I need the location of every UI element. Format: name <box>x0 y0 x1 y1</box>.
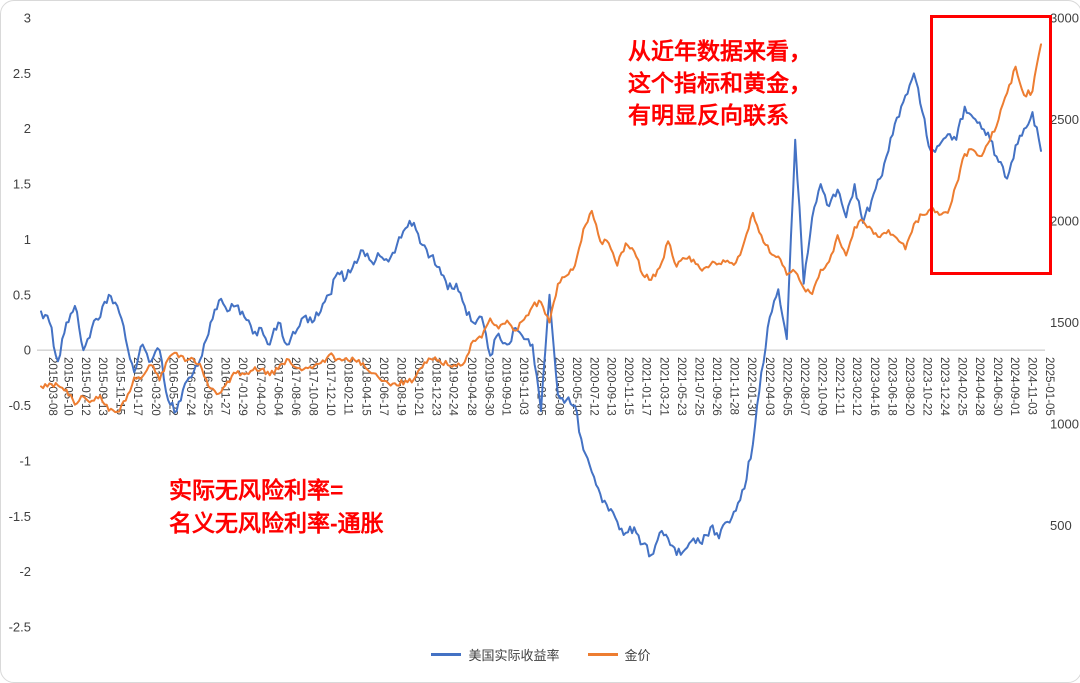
annotation-line: 名义无风险利率-通胀 <box>169 510 384 536</box>
y-tick-label-left: -0.5 <box>9 398 31 413</box>
x-tick-label: 2017-10-08 <box>307 357 319 416</box>
y-tick-label-right: 3000 <box>1050 11 1079 26</box>
x-tick-label: 2023-04-16 <box>868 357 880 416</box>
y-tick-label-left: 1 <box>24 232 31 247</box>
x-tick-label: 2018-06-17 <box>377 357 389 416</box>
x-tick-label: 2020-07-12 <box>587 357 599 416</box>
annotation-line: 从近年数据来看， <box>628 38 812 64</box>
legend-swatch-orange-line <box>587 653 618 656</box>
y-tick-label-left: 2.5 <box>13 66 31 81</box>
y-tick-label-left: -1.5 <box>9 509 31 524</box>
y-tick-label-right: 2500 <box>1050 112 1079 127</box>
x-tick-label: 2017-08-06 <box>289 357 301 416</box>
x-tick-label: 2016-07-24 <box>184 357 196 416</box>
y-tick-label-left: 0.5 <box>13 287 31 302</box>
x-tick-label: 2023-12-24 <box>938 357 950 416</box>
y-tick-label-right: 500 <box>1050 518 1072 533</box>
y-tick-label-right: 2000 <box>1050 214 1079 229</box>
x-tick-label: 2021-07-25 <box>693 357 705 416</box>
legend-label: 美国实际收益率 <box>468 648 560 663</box>
x-tick-label: 2025-01-05 <box>1043 357 1055 416</box>
y-tick-label-left: -2.5 <box>9 620 31 635</box>
x-tick-label: 2022-06-05 <box>780 357 792 416</box>
x-tick-label: 2021-01-17 <box>640 357 652 416</box>
x-tick-label: 2019-11-03 <box>517 357 529 415</box>
y-tick-label-left: 1.5 <box>13 177 31 192</box>
x-tick-label: 2023-10-22 <box>921 357 933 416</box>
y-tick-label-left: -1 <box>19 453 31 468</box>
annotation-line: 实际无风险利率= <box>169 477 344 503</box>
x-tick-label: 2022-10-09 <box>815 357 827 416</box>
x-tick-label: 2022-01-30 <box>745 357 757 416</box>
x-tick-label: 2023-06-18 <box>886 357 898 416</box>
highlight-box <box>930 15 1052 275</box>
x-tick-label: 2024-04-28 <box>973 357 985 416</box>
x-tick-label: 2020-05-10 <box>570 357 582 416</box>
x-tick-label: 2023-02-12 <box>850 357 862 416</box>
x-tick-label: 2024-02-25 <box>955 357 967 416</box>
x-tick-label: 2021-05-23 <box>675 357 687 416</box>
y-tick-label-right: 1500 <box>1050 315 1079 330</box>
x-tick-label: 2017-01-29 <box>236 357 248 416</box>
x-tick-label: 2020-11-15 <box>622 357 634 415</box>
annotation-real-rate-formula: 实际无风险利率= 名义无风险利率-通胀 <box>169 474 384 540</box>
x-tick-label: 2024-11-03 <box>1026 357 1038 415</box>
y-tick-label-left: 3 <box>24 11 31 26</box>
x-tick-label: 2016-09-25 <box>201 357 213 416</box>
x-tick-label: 2018-02-11 <box>341 357 353 415</box>
x-tick-label: 2019-04-28 <box>465 357 477 416</box>
x-tick-label: 2015-09-13 <box>96 357 108 416</box>
y-tick-label-left: 0 <box>24 343 31 358</box>
x-tick-label: 2019-09-01 <box>500 357 512 416</box>
annotation-line: 这个指标和黄金， <box>628 70 812 96</box>
x-tick-label: 2018-10-21 <box>412 357 424 416</box>
x-tick-label: 2021-11-28 <box>727 357 739 415</box>
legend-swatch-blue-line <box>431 653 462 656</box>
series-line-us-real-yield <box>40 72 1042 558</box>
x-tick-label: 2015-11-15 <box>114 357 126 415</box>
x-tick-label: 2020-03-08 <box>552 357 564 416</box>
legend-label: 金价 <box>624 648 651 663</box>
x-tick-label: 2015-07-12 <box>79 357 91 416</box>
y-tick-label-left: 2 <box>24 121 31 136</box>
x-tick-label: 2020-09-13 <box>605 357 617 416</box>
x-tick-label: 2022-08-07 <box>798 357 810 416</box>
legend-item-gold: 金价 <box>587 645 651 664</box>
x-tick-label: 2022-04-03 <box>763 357 775 416</box>
annotation-inverse-relationship: 从近年数据来看， 这个指标和黄金， 有明显反向联系 <box>628 35 812 131</box>
y-tick-label-right: 1000 <box>1050 417 1079 432</box>
x-tick-label: 2022-12-11 <box>833 357 845 415</box>
x-tick-label: 2017-04-02 <box>254 357 266 416</box>
x-tick-label: 2016-03-20 <box>149 357 161 416</box>
x-tick-label: 2024-09-01 <box>1008 357 1020 416</box>
x-tick-label: 2019-06-30 <box>482 357 494 416</box>
x-tick-label: 2019-02-24 <box>447 357 459 416</box>
legend-item-us-real-yield: 美国实际收益率 <box>431 645 560 664</box>
annotation-line: 有明显反向联系 <box>628 102 789 128</box>
x-tick-label: 2018-12-23 <box>429 357 441 416</box>
x-tick-label: 2021-09-26 <box>710 357 722 416</box>
y-tick-label-left: -2 <box>19 564 31 579</box>
x-tick-label: 2018-08-19 <box>394 357 406 416</box>
x-tick-label: 2017-06-04 <box>272 357 284 416</box>
x-tick-label: 2017-12-10 <box>324 357 336 416</box>
x-tick-label: 2015-05-10 <box>61 357 73 416</box>
x-tick-label: 2023-08-20 <box>903 357 915 416</box>
x-tick-label: 2021-03-21 <box>658 357 670 416</box>
series-line-gold <box>40 43 1042 414</box>
x-tick-label: 2024-06-30 <box>991 357 1003 416</box>
legend: 美国实际收益率 金价 <box>1 645 1080 664</box>
